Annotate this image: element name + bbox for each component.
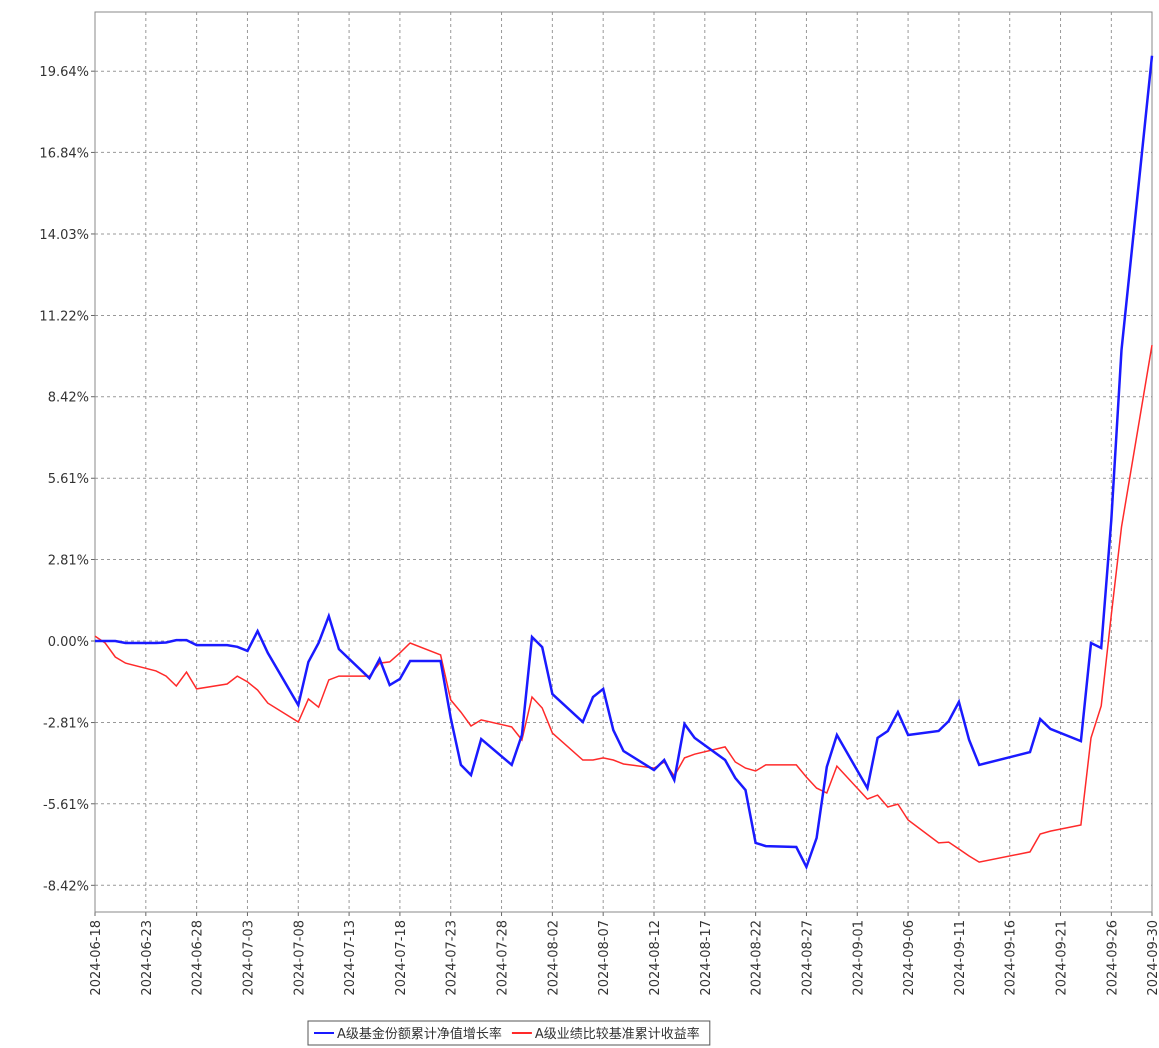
x-tick-label: 2024-08-27: [800, 920, 815, 996]
x-tick-label: 2024-06-23: [140, 920, 155, 996]
y-tick-label: 5.61%: [48, 472, 89, 487]
series-line: [95, 55, 1154, 871]
x-tick-label: 2024-09-06: [902, 920, 917, 996]
x-tick-label: 2024-08-17: [699, 920, 714, 996]
x-tick-label: 2024-08-07: [597, 920, 612, 996]
x-tick-label: 2024-09-30: [1146, 920, 1159, 996]
x-tick-label: 2024-09-26: [1105, 920, 1120, 996]
x-tick-label: 2024-07-18: [394, 920, 409, 996]
y-tick-label: -8.42%: [43, 879, 89, 894]
x-tick-label: 2024-07-13: [343, 920, 358, 996]
x-tick-label: 2024-08-22: [750, 920, 765, 996]
y-tick-label: -2.81%: [43, 717, 89, 732]
plot-frame: [94, 11, 1153, 913]
y-tick-label: 16.84%: [39, 146, 89, 161]
y-tick-label: 0.00%: [48, 635, 89, 650]
y-tick-label: 8.42%: [48, 391, 89, 406]
legend-label: A级业绩比较基准累计收益率: [535, 1026, 700, 1042]
legend-box: [307, 1020, 711, 1046]
x-tick-label: 2024-07-08: [292, 920, 307, 996]
legend-label: A级基金份额累计净值增长率: [337, 1026, 502, 1042]
legend: A级基金份额累计净值增长率 A级业绩比较基准累计收益率: [307, 1020, 711, 1046]
y-tick-label: 19.64%: [39, 65, 89, 80]
x-tick-label: 2024-07-23: [445, 920, 460, 996]
y-tick-label: 11.22%: [39, 309, 89, 324]
x-tick-label: 2024-08-12: [648, 920, 663, 996]
series-line: [94, 344, 1153, 863]
x-tick-label: 2024-06-18: [89, 920, 104, 996]
x-tick-label: 2024-09-01: [851, 920, 866, 996]
x-tick-label: 2024-09-21: [1055, 920, 1070, 996]
x-tick-label: 2024-09-11: [953, 920, 968, 996]
x-tick-label: 2024-06-28: [191, 920, 206, 996]
y-tick-label: -5.61%: [43, 798, 89, 813]
y-tick-label: 2.81%: [48, 553, 89, 568]
x-tick-label: 2024-07-28: [496, 920, 511, 996]
x-tick-label: 2024-07-03: [241, 920, 256, 996]
x-tick-label: 2024-09-16: [1004, 920, 1019, 996]
y-tick-label: 14.03%: [39, 228, 89, 243]
x-tick-label: 2024-08-02: [546, 920, 561, 996]
